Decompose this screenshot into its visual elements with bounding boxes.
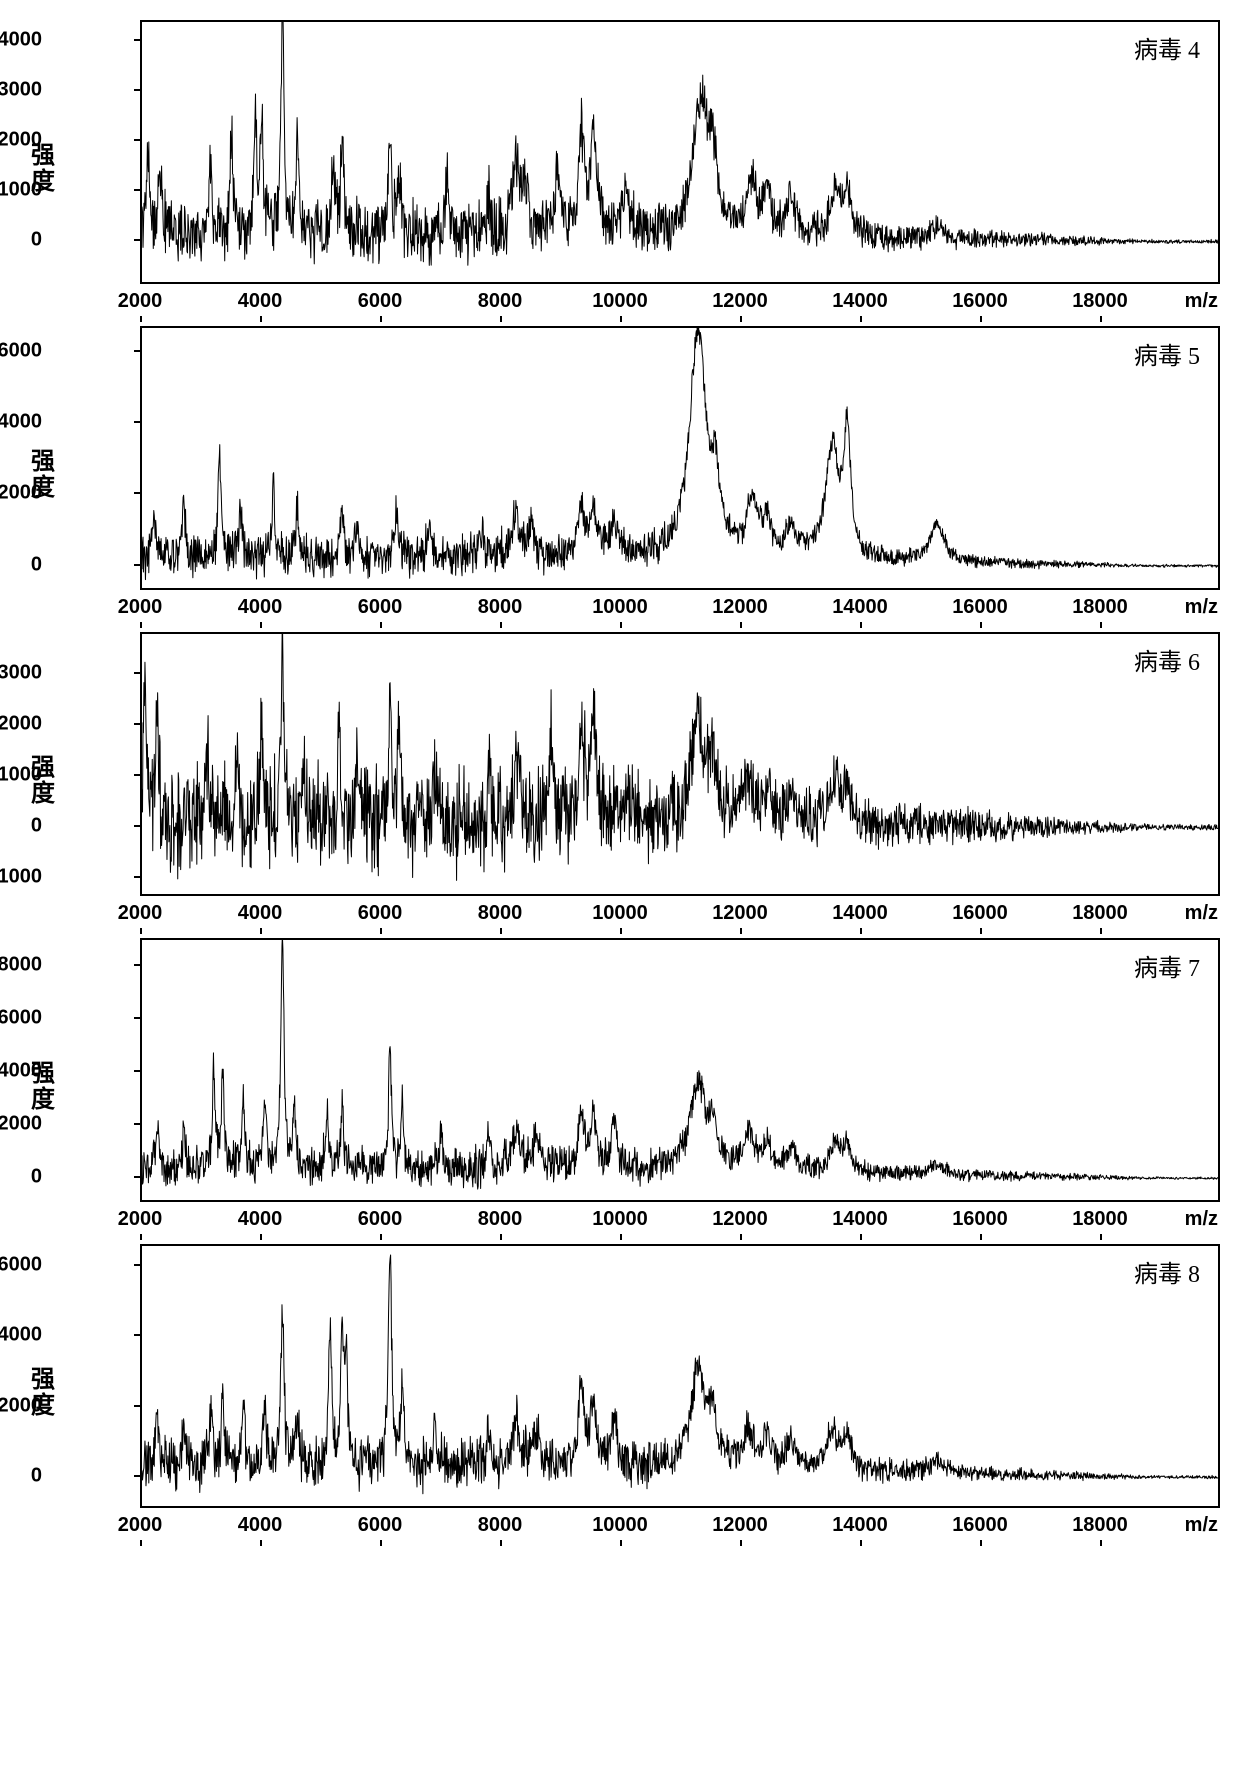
y-tick-label: 2000 xyxy=(0,482,42,505)
y-tick-label: 0 xyxy=(31,229,42,252)
y-tick-label: 2000 xyxy=(0,129,42,152)
x-tick-label: 10000 xyxy=(592,1514,648,1537)
y-tick-label: 8000 xyxy=(0,953,42,976)
y-tick-label: 6000 xyxy=(0,1006,42,1029)
y-tick-label: 3000 xyxy=(0,661,42,684)
x-tick-label: 4000 xyxy=(238,596,283,619)
x-tick-label: 10000 xyxy=(592,290,648,313)
x-tick-label: 14000 xyxy=(832,1514,888,1537)
x-tick-label: 12000 xyxy=(712,290,768,313)
x-tick-label: 16000 xyxy=(952,596,1008,619)
y-tick-label: 4000 xyxy=(0,411,42,434)
x-tick-label: 8000 xyxy=(478,290,523,313)
y-tick-label: -1000 xyxy=(0,865,42,888)
x-tick-label: 8000 xyxy=(478,902,523,925)
panel-title: 病毒 7 xyxy=(1134,948,1200,983)
x-axis-unit: m/z xyxy=(1185,1208,1218,1231)
x-tick-label: 12000 xyxy=(712,596,768,619)
spectrum-panel-virus7: 强度02000400060008000病毒 720004000600080001… xyxy=(20,938,1220,1234)
x-tick-label: 18000 xyxy=(1072,1208,1128,1231)
plot-area: 病毒 6 xyxy=(140,632,1220,896)
y-tick-label: 4000 xyxy=(0,1059,42,1082)
y-tick-label: 0 xyxy=(31,1464,42,1487)
panel-title: 病毒 6 xyxy=(1134,642,1200,677)
x-tick-label: 16000 xyxy=(952,1208,1008,1231)
spectrum-trace xyxy=(142,634,1218,894)
x-tick-label: 12000 xyxy=(712,1208,768,1231)
spectra-panels: 强度01000200030004000病毒 420004000600080001… xyxy=(20,20,1220,1540)
spectrum-panel-virus5: 强度0200040006000病毒 5200040006000800010000… xyxy=(20,326,1220,622)
x-tick-label: 18000 xyxy=(1072,290,1128,313)
y-tick-label: 3000 xyxy=(0,79,42,102)
y-tick-label: 4000 xyxy=(0,1324,42,1347)
x-tick-label: 14000 xyxy=(832,290,888,313)
x-tick-label: 6000 xyxy=(358,1208,403,1231)
x-tick-label: 6000 xyxy=(358,290,403,313)
spectrum-panel-virus6: 强度-10000100020003000病毒 62000400060008000… xyxy=(20,632,1220,928)
plot-area: 病毒 4 xyxy=(140,20,1220,284)
x-tick-label: 6000 xyxy=(358,902,403,925)
panel-title: 病毒 8 xyxy=(1134,1254,1200,1289)
x-tick-label: 2000 xyxy=(118,596,163,619)
plot-area: 病毒 7 xyxy=(140,938,1220,1202)
panel-title: 病毒 5 xyxy=(1134,336,1200,371)
x-tick-label: 10000 xyxy=(592,1208,648,1231)
x-axis-unit: m/z xyxy=(1185,596,1218,619)
spectrum-trace xyxy=(142,1246,1218,1506)
x-tick-label: 14000 xyxy=(832,1208,888,1231)
x-tick-label: 16000 xyxy=(952,1514,1008,1537)
x-tick-label: 10000 xyxy=(592,596,648,619)
panel-title: 病毒 4 xyxy=(1134,30,1200,65)
x-tick-label: 4000 xyxy=(238,902,283,925)
x-tick-label: 16000 xyxy=(952,290,1008,313)
y-tick-label: 1000 xyxy=(0,179,42,202)
x-axis-unit: m/z xyxy=(1185,902,1218,925)
x-axis-unit: m/z xyxy=(1185,290,1218,313)
plot-area: 病毒 5 xyxy=(140,326,1220,590)
x-tick-label: 16000 xyxy=(952,902,1008,925)
x-tick-label: 4000 xyxy=(238,1208,283,1231)
y-tick-label: 1000 xyxy=(0,763,42,786)
y-tick-label: 2000 xyxy=(0,1112,42,1135)
x-tick-label: 2000 xyxy=(118,902,163,925)
spectrum-panel-virus8: 强度0200040006000病毒 8200040006000800010000… xyxy=(20,1244,1220,1540)
x-tick-label: 8000 xyxy=(478,596,523,619)
spectrum-panel-virus4: 强度01000200030004000病毒 420004000600080001… xyxy=(20,20,1220,316)
y-tick-label: 0 xyxy=(31,814,42,837)
y-tick-label: 2000 xyxy=(0,1394,42,1417)
y-tick-label: 4000 xyxy=(0,29,42,52)
x-tick-label: 12000 xyxy=(712,1514,768,1537)
spectrum-trace xyxy=(142,22,1218,282)
x-tick-label: 8000 xyxy=(478,1208,523,1231)
x-tick-label: 18000 xyxy=(1072,596,1128,619)
x-axis-unit: m/z xyxy=(1185,1514,1218,1537)
plot-area: 病毒 8 xyxy=(140,1244,1220,1508)
x-tick-label: 14000 xyxy=(832,596,888,619)
y-tick-label: 6000 xyxy=(0,1254,42,1277)
x-tick-label: 6000 xyxy=(358,596,403,619)
x-tick-label: 18000 xyxy=(1072,1514,1128,1537)
y-tick-label: 6000 xyxy=(0,339,42,362)
spectrum-trace xyxy=(142,940,1218,1200)
y-tick-label: 0 xyxy=(31,553,42,576)
x-tick-label: 12000 xyxy=(712,902,768,925)
x-tick-label: 8000 xyxy=(478,1514,523,1537)
x-tick-label: 18000 xyxy=(1072,902,1128,925)
spectrum-trace xyxy=(142,328,1218,588)
y-tick-label: 2000 xyxy=(0,712,42,735)
x-tick-label: 10000 xyxy=(592,902,648,925)
y-tick-label: 0 xyxy=(31,1165,42,1188)
x-tick-label: 14000 xyxy=(832,902,888,925)
x-tick-label: 2000 xyxy=(118,1514,163,1537)
x-tick-label: 2000 xyxy=(118,290,163,313)
x-tick-label: 4000 xyxy=(238,1514,283,1537)
x-tick-label: 4000 xyxy=(238,290,283,313)
x-tick-label: 6000 xyxy=(358,1514,403,1537)
x-tick-label: 2000 xyxy=(118,1208,163,1231)
